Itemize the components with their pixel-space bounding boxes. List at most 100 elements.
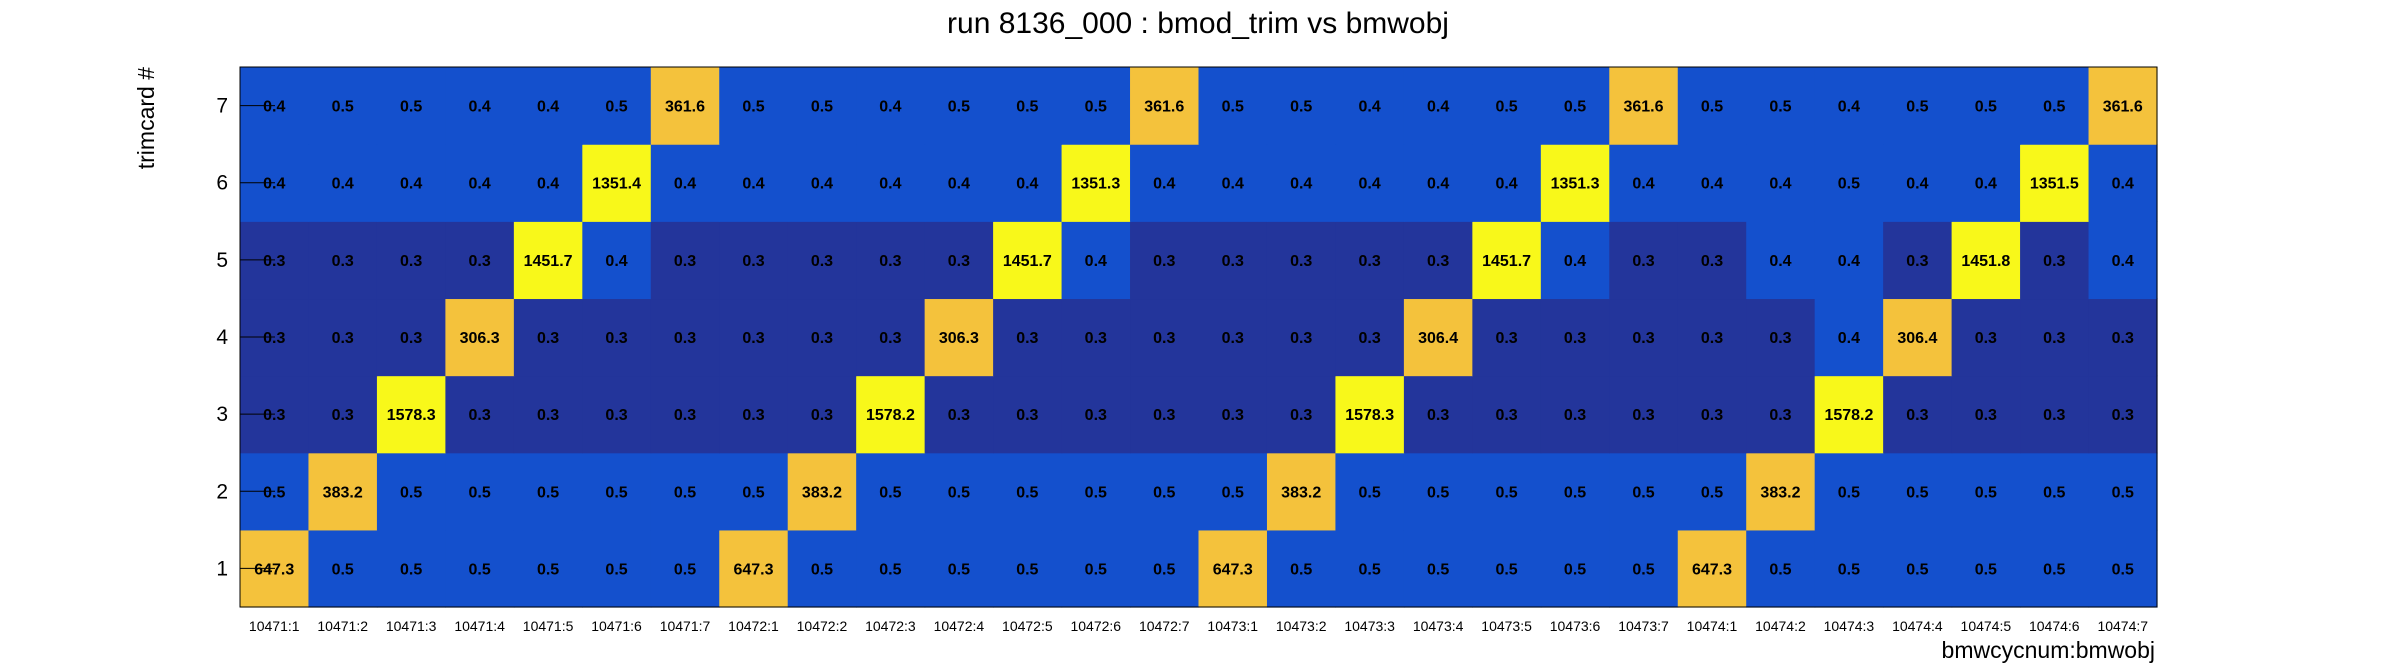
heatmap-cell [582, 221, 652, 300]
cell-value-label: 0.3 [742, 253, 764, 270]
heatmap-cell [1403, 221, 1473, 300]
cell-value-label: 0.5 [400, 561, 422, 578]
cell-value-label: 0.3 [1701, 253, 1723, 270]
heatmap-cell [1540, 529, 1610, 608]
cell-value-label: 0.3 [1564, 330, 1586, 347]
cell-value-label: 0.5 [1085, 99, 1107, 116]
x-tick-label: 10472:1 [728, 618, 779, 634]
cell-value-label: 0.3 [1906, 407, 1928, 424]
heatmap-cell [650, 452, 720, 531]
cell-value-label: 647.3 [254, 561, 294, 578]
cell-value-label: 0.3 [1153, 253, 1175, 270]
x-tick-label: 10471:5 [523, 618, 574, 634]
cell-value-label: 1578.2 [866, 407, 915, 424]
cell-value-label: 361.6 [1144, 99, 1184, 116]
cell-value-label: 0.3 [1632, 330, 1654, 347]
heatmap-cell [2088, 375, 2158, 454]
heatmap-cell [719, 221, 789, 300]
x-tick-label: 10473:3 [1344, 618, 1395, 634]
cell-value-label: 0.4 [400, 176, 422, 193]
cell-value-label: 361.6 [665, 99, 705, 116]
heatmap-cell [856, 452, 926, 531]
heatmap-cell [1677, 221, 1747, 300]
heatmap-cell [2020, 529, 2090, 608]
heatmap-cell [993, 221, 1063, 300]
x-tick-label: 10472:4 [934, 618, 985, 634]
heatmap-cell [582, 375, 652, 454]
cell-value-label: 0.5 [1290, 99, 1312, 116]
cell-value-label: 0.5 [811, 561, 833, 578]
cell-value-label: 0.4 [2112, 176, 2134, 193]
heatmap-cells [240, 67, 2158, 608]
heatmap-cell [650, 529, 720, 608]
cell-value-label: 0.3 [469, 407, 491, 424]
cell-value-label: 0.3 [1495, 407, 1517, 424]
x-tick-label: 10471:3 [386, 618, 437, 634]
heatmap-cell [1883, 452, 1953, 531]
cell-value-label: 0.5 [1769, 561, 1791, 578]
cell-value-label: 361.6 [2103, 99, 2143, 116]
heatmap-cell [2088, 298, 2158, 377]
cell-value-label: 1578.3 [1345, 407, 1394, 424]
cell-value-label: 0.3 [811, 253, 833, 270]
heatmap-cell [1061, 67, 1131, 145]
chart-title: run 8136_000 : bmod_trim vs bmwobj [947, 7, 1449, 40]
heatmap-cell [1472, 144, 1542, 222]
cell-value-label: 0.5 [1906, 99, 1928, 116]
cell-value-label: 0.3 [1906, 253, 1928, 270]
cell-value-label: 1578.3 [387, 407, 436, 424]
cell-value-label: 0.5 [879, 484, 901, 501]
cell-value-label: 0.3 [2112, 407, 2134, 424]
heatmap-cell [1883, 375, 1953, 454]
heatmap-cell [1883, 221, 1953, 300]
heatmap-cell [1335, 529, 1405, 608]
heatmap-cell [513, 529, 583, 608]
cell-value-label: 0.5 [1085, 484, 1107, 501]
cell-value-label: 0.3 [1016, 330, 1038, 347]
cell-value-label: 306.3 [939, 330, 979, 347]
cell-value-label: 647.3 [733, 561, 773, 578]
heatmap-cell [1609, 298, 1679, 377]
cell-value-label: 0.5 [2043, 99, 2065, 116]
cell-value-label: 0.3 [1564, 407, 1586, 424]
heatmap-cell [2020, 221, 2090, 300]
cell-value-label: 0.5 [1701, 484, 1723, 501]
cell-value-label: 0.4 [1632, 176, 1654, 193]
cell-value-label: 0.5 [1701, 99, 1723, 116]
x-tick-label: 10474:1 [1687, 618, 1738, 634]
heatmap-cell [924, 67, 994, 145]
heatmap-cell [1198, 375, 1268, 454]
heatmap-cell [2088, 221, 2158, 300]
heatmap-cell [308, 529, 378, 608]
heatmap-cell [1335, 221, 1405, 300]
heatmap-cell [1266, 144, 1337, 222]
heatmap-cell [1472, 221, 1542, 300]
x-tick-label: 10473:7 [1618, 618, 1669, 634]
heatmap-cell [582, 144, 652, 222]
heatmap-cell [1883, 298, 1953, 377]
cell-value-label: 0.5 [537, 484, 559, 501]
cell-value-label: 0.3 [1975, 330, 1997, 347]
heatmap-cell [1540, 67, 1610, 145]
cell-value-label: 0.5 [1427, 484, 1449, 501]
heatmap-cell [993, 298, 1063, 377]
heatmap-cell [1266, 529, 1337, 608]
heatmap-cell [1266, 375, 1337, 454]
heatmap-cell [1130, 452, 1200, 531]
heatmap-cell [787, 375, 857, 454]
heatmap-cell [856, 144, 926, 222]
cell-value-label: 0.4 [742, 176, 764, 193]
heatmap-cell [1472, 452, 1542, 531]
cell-value-label: 0.4 [1495, 176, 1517, 193]
cell-value-label: 0.3 [2043, 330, 2065, 347]
heatmap-cell [308, 144, 378, 222]
heatmap-cell [2088, 452, 2158, 531]
cell-value-label: 0.4 [1153, 176, 1175, 193]
cell-value-label: 0.4 [332, 176, 354, 193]
cell-value-label: 1351.3 [1551, 176, 1600, 193]
heatmap-cell [376, 144, 446, 222]
heatmap-cell [2088, 144, 2158, 222]
cell-value-label: 0.5 [1153, 561, 1175, 578]
heatmap-cell [1951, 67, 2021, 145]
cell-value-label: 0.5 [1975, 99, 1997, 116]
